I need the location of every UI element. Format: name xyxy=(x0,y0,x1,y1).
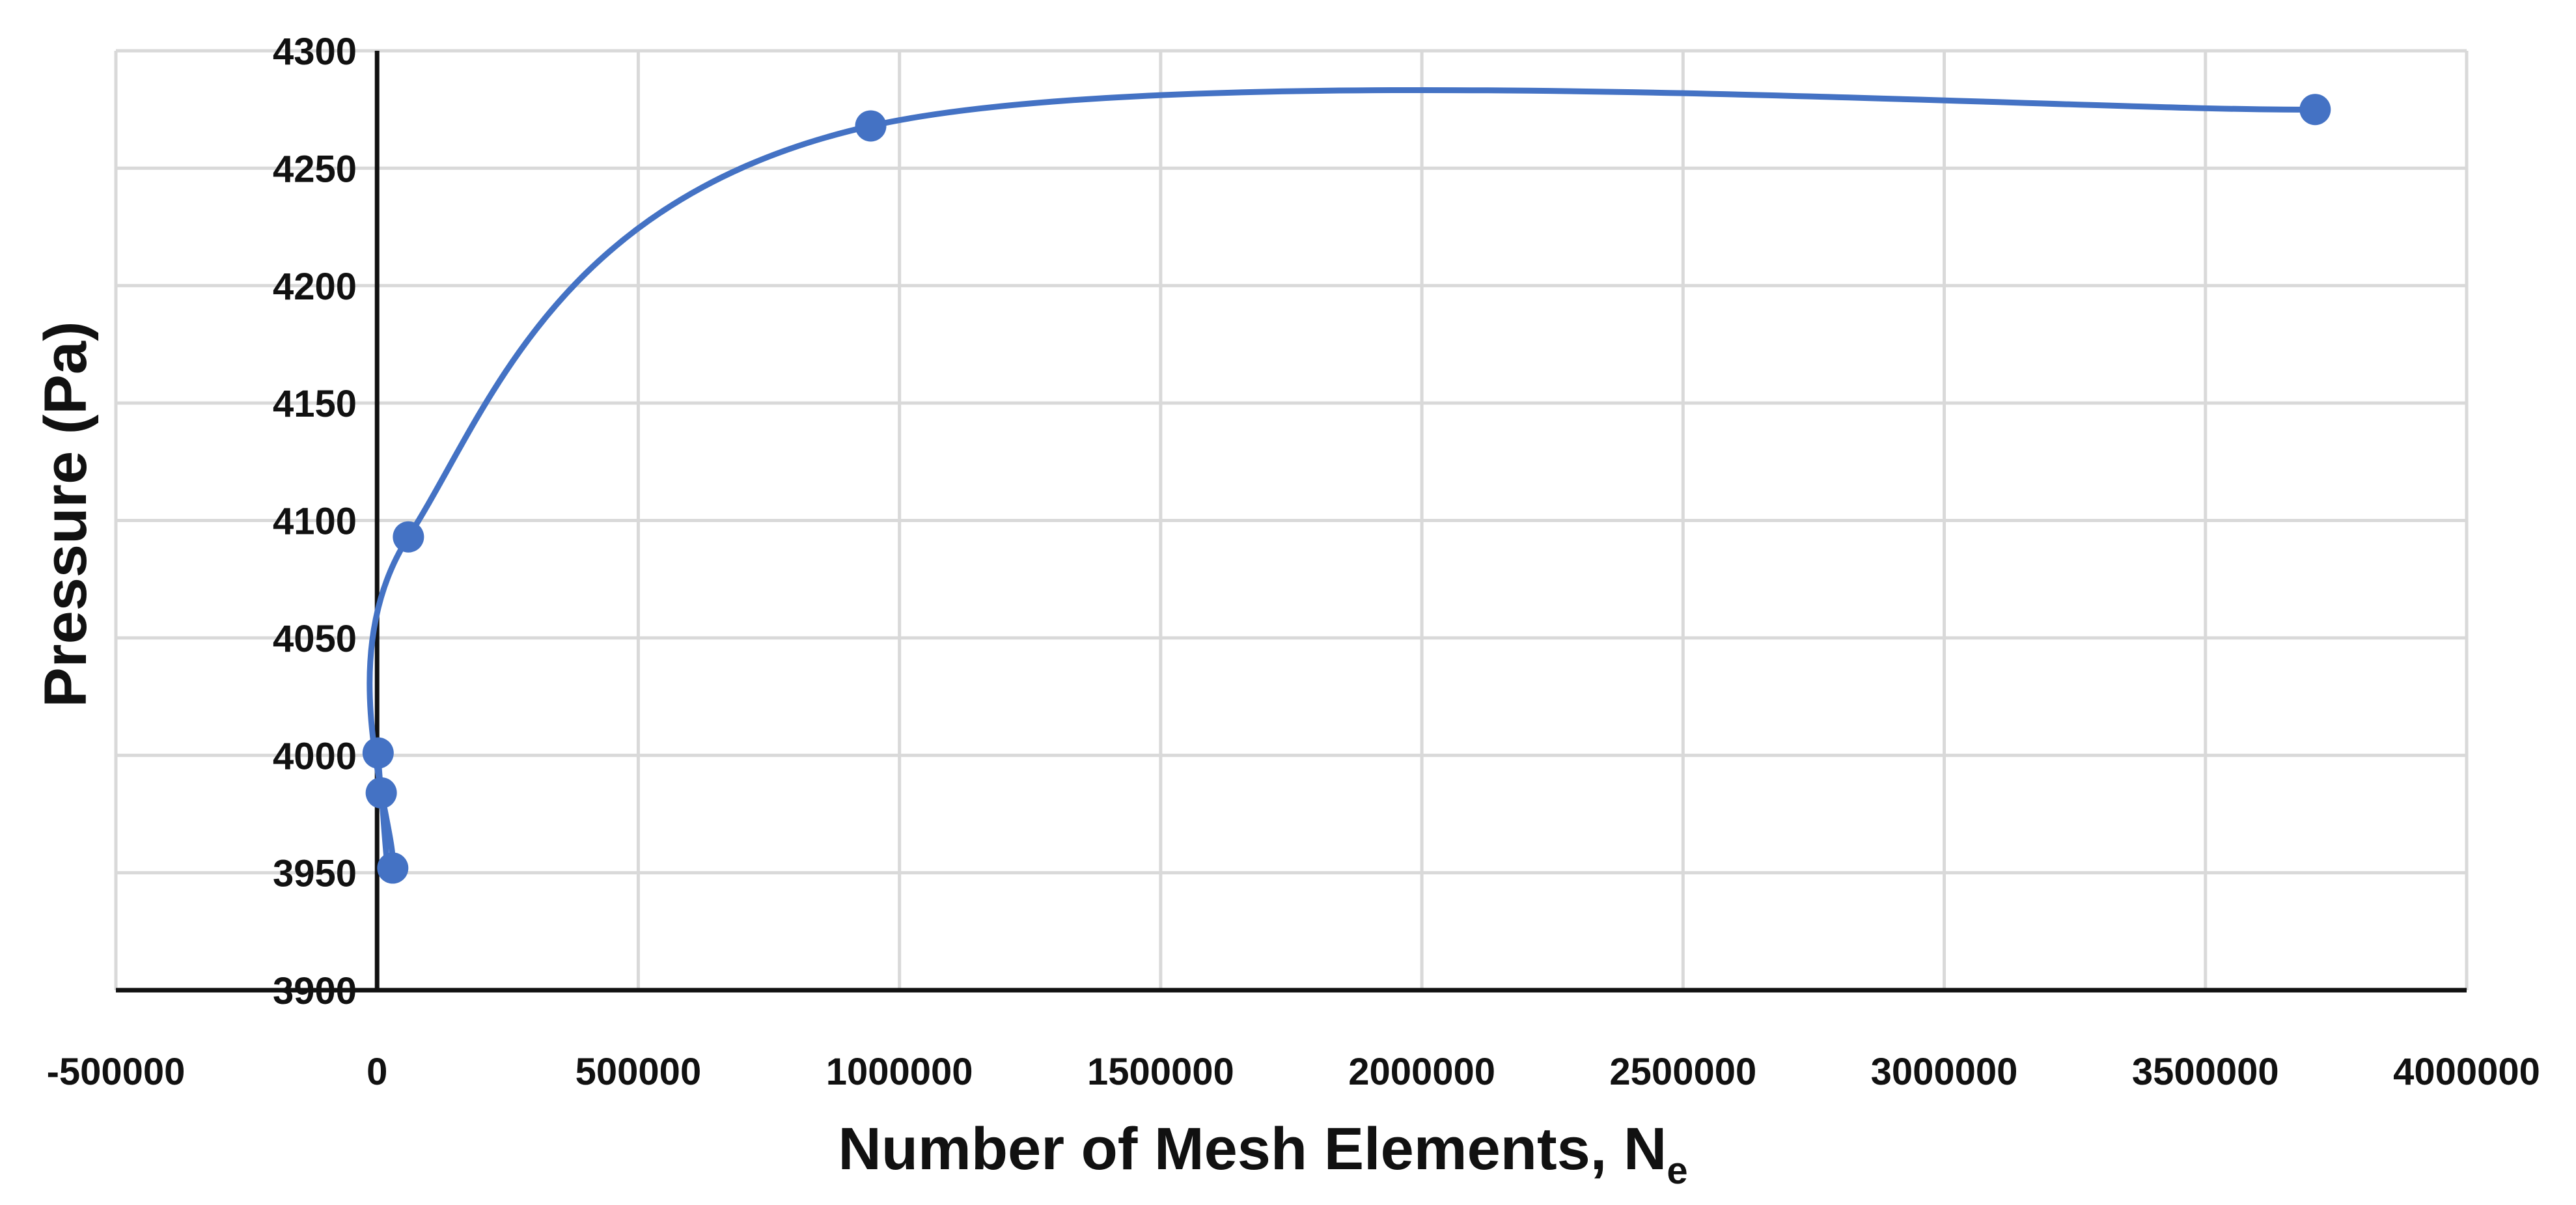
x-tick-label: 500000 xyxy=(575,1051,702,1093)
data-point xyxy=(377,852,409,884)
data-point xyxy=(365,777,397,809)
x-tick-label: 1000000 xyxy=(826,1051,973,1093)
grid xyxy=(114,49,2469,992)
y-tick-labels: 3900 3950 4000 4050 4100 4150 4200 4250 4300 xyxy=(273,31,357,1012)
data-point xyxy=(362,737,394,769)
x-tick-label: 3000000 xyxy=(1871,1051,2018,1093)
series-line xyxy=(367,87,2316,882)
x-tick-label: 0 xyxy=(367,1051,387,1093)
x-tick-label: 3500000 xyxy=(2132,1051,2279,1093)
x-tick-label: 4000000 xyxy=(2393,1051,2540,1093)
x-axis-title: Number of Mesh Elements, Ne xyxy=(838,1116,1687,1192)
x-tick-label: 1500000 xyxy=(1087,1051,1234,1093)
data-point xyxy=(2299,94,2331,126)
x-tick-label: 2000000 xyxy=(1348,1051,1495,1093)
axes xyxy=(116,51,2467,993)
data-point xyxy=(855,110,887,142)
y-tick-label: 3950 xyxy=(273,853,357,895)
y-tick-label: 4250 xyxy=(273,148,357,190)
y-axis-title: Pressure (Pa) xyxy=(33,321,99,707)
y-tick-label: 4100 xyxy=(273,501,357,543)
y-tick-label: 3900 xyxy=(273,970,357,1012)
x-tick-label: -500000 xyxy=(47,1051,186,1093)
x-tick-labels: -500000 0 500000 1000000 1500000 2000000 25000… xyxy=(47,1051,2540,1093)
data-points xyxy=(362,94,2331,884)
data-point xyxy=(393,521,424,553)
x-axis-title-text: Number of Mesh Elements, N xyxy=(838,1116,1667,1182)
y-tick-label: 4150 xyxy=(273,383,357,425)
x-axis-title-subscript: e xyxy=(1667,1150,1687,1192)
y-tick-label: 4050 xyxy=(273,618,357,660)
y-tick-label: 4300 xyxy=(273,31,357,73)
x-tick-label: 2500000 xyxy=(1609,1051,1756,1093)
y-tick-label: 4000 xyxy=(273,735,357,777)
y-tick-label: 4200 xyxy=(273,266,357,308)
